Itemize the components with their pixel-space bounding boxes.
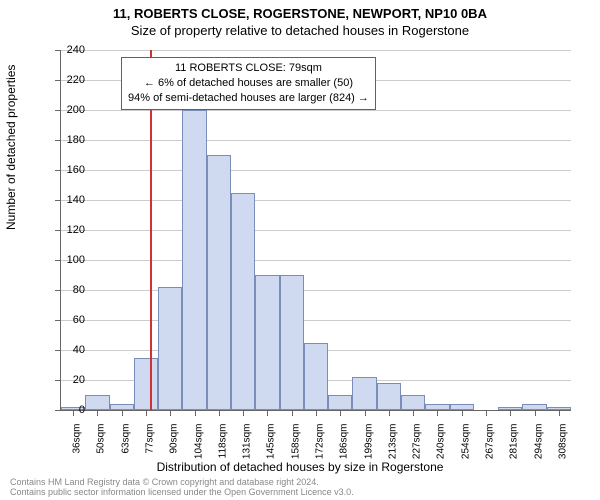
x-tick-label: 186sqm <box>339 424 350 460</box>
annotation-box: 11 ROBERTS CLOSE: 79sqm← 6% of detached … <box>121 57 376 110</box>
histogram-bar <box>401 395 425 410</box>
histogram-bar <box>255 275 279 410</box>
x-tick <box>195 410 196 416</box>
x-tick <box>535 410 536 416</box>
x-tick-label: 213sqm <box>387 424 398 460</box>
x-tick <box>462 410 463 416</box>
grid-line <box>61 230 571 231</box>
y-tick-label: 20 <box>55 374 85 386</box>
histogram-bar <box>280 275 304 410</box>
grid-line <box>61 50 571 51</box>
y-tick-label: 120 <box>55 224 85 236</box>
x-tick-label: 199sqm <box>363 424 374 460</box>
x-tick <box>510 410 511 416</box>
y-tick-label: 240 <box>55 44 85 56</box>
histogram-bar <box>85 395 109 410</box>
copyright-block: Contains HM Land Registry data © Crown c… <box>10 478 354 498</box>
x-tick-label: 281sqm <box>509 424 520 460</box>
grid-line <box>61 260 571 261</box>
y-tick-label: 220 <box>55 74 85 86</box>
y-tick-label: 80 <box>55 284 85 296</box>
x-tick-label: 172sqm <box>315 424 326 460</box>
x-tick-label: 36sqm <box>72 424 83 454</box>
y-tick-label: 40 <box>55 344 85 356</box>
y-tick-label: 160 <box>55 164 85 176</box>
y-tick-label: 200 <box>55 104 85 116</box>
x-tick <box>219 410 220 416</box>
x-tick <box>267 410 268 416</box>
histogram-bar <box>377 383 401 410</box>
x-tick-label: 131sqm <box>242 424 253 460</box>
x-tick-label: 227sqm <box>412 424 423 460</box>
x-axis-label: Distribution of detached houses by size … <box>0 460 600 474</box>
y-axis-label: Number of detached properties <box>4 65 18 230</box>
histogram-bar <box>207 155 231 410</box>
x-tick-label: 294sqm <box>533 424 544 460</box>
x-tick-label: 267sqm <box>485 424 496 460</box>
x-tick <box>437 410 438 416</box>
x-tick <box>413 410 414 416</box>
histogram-bar <box>231 193 255 411</box>
y-tick-label: 100 <box>55 254 85 266</box>
histogram-bar <box>158 287 182 410</box>
grid-line <box>61 320 571 321</box>
annotation-line: 11 ROBERTS CLOSE: 79sqm <box>128 61 369 76</box>
x-tick-label: 63sqm <box>120 424 131 454</box>
x-tick <box>559 410 560 416</box>
x-tick <box>292 410 293 416</box>
x-tick <box>243 410 244 416</box>
x-tick-label: 240sqm <box>436 424 447 460</box>
histogram-bar <box>304 343 328 411</box>
y-tick-label: 140 <box>55 194 85 206</box>
x-tick <box>365 410 366 416</box>
copyright-line2: Contains public sector information licen… <box>10 488 354 498</box>
grid-line <box>61 200 571 201</box>
x-tick <box>122 410 123 416</box>
x-tick <box>170 410 171 416</box>
x-tick-label: 104sqm <box>193 424 204 460</box>
x-tick <box>97 410 98 416</box>
x-tick <box>146 410 147 416</box>
grid-line <box>61 290 571 291</box>
x-tick-label: 158sqm <box>290 424 301 460</box>
plot-area: 36sqm50sqm63sqm77sqm90sqm104sqm118sqm131… <box>60 50 571 411</box>
y-tick-label: 180 <box>55 134 85 146</box>
histogram-bar <box>328 395 352 410</box>
histogram-bar <box>182 110 206 410</box>
x-tick <box>340 410 341 416</box>
x-tick-label: 90sqm <box>169 424 180 454</box>
x-tick-label: 254sqm <box>460 424 471 460</box>
annotation-line: ← 6% of detached houses are smaller (50) <box>128 76 369 91</box>
chart-container: 11, ROBERTS CLOSE, ROGERSTONE, NEWPORT, … <box>0 0 600 500</box>
x-tick-label: 145sqm <box>266 424 277 460</box>
x-tick-label: 308sqm <box>557 424 568 460</box>
grid-line <box>61 170 571 171</box>
x-tick <box>389 410 390 416</box>
grid-line <box>61 110 571 111</box>
title-line2: Size of property relative to detached ho… <box>0 21 600 38</box>
y-tick-label: 0 <box>55 404 85 416</box>
x-tick <box>486 410 487 416</box>
x-tick-label: 118sqm <box>217 424 228 459</box>
x-tick <box>316 410 317 416</box>
annotation-line: 94% of semi-detached houses are larger (… <box>128 91 369 106</box>
histogram-bar <box>352 377 376 410</box>
histogram-bar <box>134 358 158 411</box>
x-tick-label: 77sqm <box>145 424 156 454</box>
grid-line <box>61 140 571 141</box>
title-line1: 11, ROBERTS CLOSE, ROGERSTONE, NEWPORT, … <box>0 0 600 21</box>
y-tick-label: 60 <box>55 314 85 326</box>
x-tick-label: 50sqm <box>96 424 107 454</box>
